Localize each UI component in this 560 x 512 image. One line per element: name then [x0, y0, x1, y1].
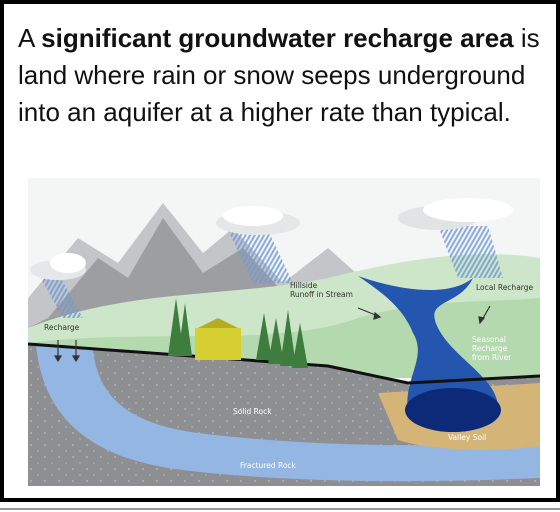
label-valley-soil: Valley Soil: [448, 433, 486, 442]
label-line: Solid Rock: [233, 407, 272, 416]
label-line: Hillside: [290, 281, 318, 290]
page-edge: [0, 508, 560, 510]
label-fractured-rock: Fractured Rock: [240, 461, 297, 470]
label-local: Local Recharge: [476, 283, 533, 292]
label-line: Local Recharge: [476, 283, 533, 292]
label-line: Recharge: [472, 344, 508, 353]
label-line: Seasonal: [472, 335, 506, 344]
label-line: Valley Soil: [448, 433, 486, 442]
river-pool: [405, 388, 501, 432]
label-line: Fractured Rock: [240, 461, 297, 470]
label-line: from River: [472, 353, 512, 362]
label-line: Recharge: [44, 323, 80, 332]
term: significant groundwater recharge area: [41, 23, 513, 53]
intro: A: [18, 23, 34, 53]
panel: A significant groundwater recharge area …: [0, 0, 560, 502]
label-solid-rock: Solid Rock: [233, 407, 272, 416]
label-line: Runoff in Stream: [290, 290, 353, 299]
label-recharge: Recharge: [44, 323, 80, 332]
definition: A significant groundwater recharge area …: [18, 20, 548, 131]
